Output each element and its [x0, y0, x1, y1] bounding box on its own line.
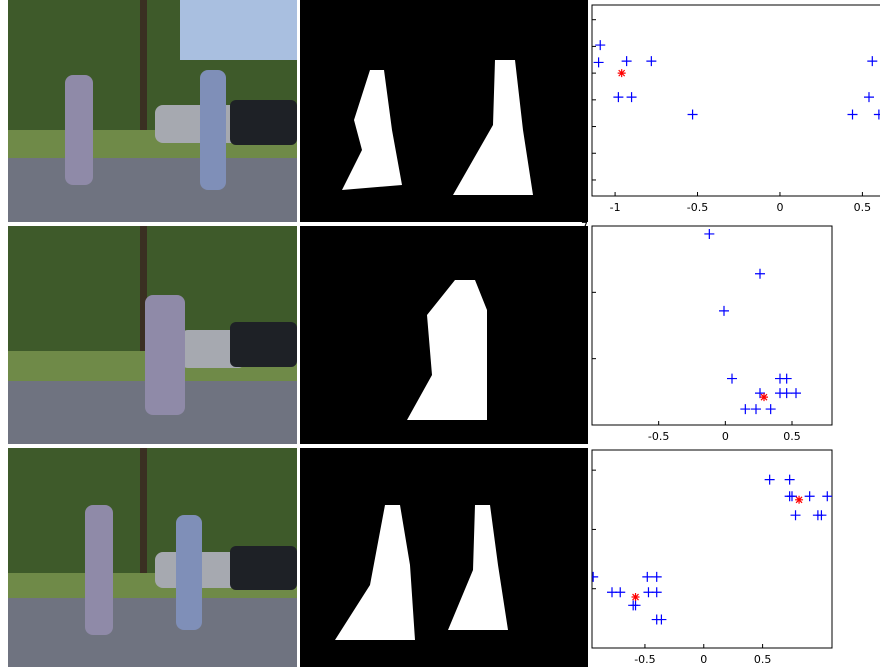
x-tick-label: 0.5 [783, 430, 801, 443]
frames [8, 0, 588, 667]
y-tick-label: 5.8 [571, 147, 589, 160]
page: {"chart_data": [ {"type": "scatter", "se… [0, 0, 880, 667]
y-tick-label: 6.5 [571, 523, 589, 536]
scatter-plot: 5.5 6 6.5 7 -0.5 0 0.5 [571, 450, 833, 666]
point-star [618, 69, 626, 77]
scatter-plot: 5.5 6 6.5 7 -0.5 0 0.5 [571, 220, 833, 443]
y-tick-label: 6.4 [571, 67, 589, 80]
x-tick-label: 0.5 [854, 201, 872, 214]
y-tick-label: 7 [581, 220, 588, 233]
y-tick-label: 5.5 [571, 419, 589, 432]
photo-row-2 [8, 226, 297, 444]
x-tick-label: -0.5 [634, 653, 655, 666]
plot-area [592, 5, 880, 196]
y-tick-label: 6.5 [571, 286, 589, 299]
scatter-plot: 5.6 5.8 6 6.2 6.4 6.6 6.8 -1 -0.5 0 0.5 [571, 5, 880, 214]
photo-row-1 [8, 0, 297, 222]
y-tick-label: 7 [581, 464, 588, 477]
x-tick-label: 0 [722, 430, 729, 443]
point-star [795, 496, 803, 504]
y-tick-label: 6 [581, 353, 588, 366]
y-tick-label: 6.8 [571, 14, 589, 27]
x-tick-label: -1 [610, 201, 621, 214]
figure: 5.6 5.8 6 6.2 6.4 6.6 6.8 -1 -0.5 0 0.5 5.5 6 6.5 7 -0.… [0, 0, 880, 667]
y-tick-label: 5.6 [571, 174, 589, 187]
point-star [760, 393, 768, 401]
y-tick-label: 6.2 [571, 94, 589, 107]
x-tick-label: -0.5 [687, 201, 708, 214]
plot-area [592, 450, 832, 648]
y-tick-label: 6.6 [571, 40, 589, 53]
x-tick-label: 0 [776, 201, 783, 214]
x-tick-label: 0 [700, 653, 707, 666]
x-tick-label: -0.5 [648, 430, 669, 443]
photo-row-3 [8, 448, 297, 667]
y-tick-label: 6 [581, 583, 588, 596]
y-tick-label: 6 [581, 121, 588, 134]
point-star [632, 593, 640, 601]
x-tick-label: 0.5 [754, 653, 772, 666]
y-tick-label: 5.5 [571, 642, 589, 655]
